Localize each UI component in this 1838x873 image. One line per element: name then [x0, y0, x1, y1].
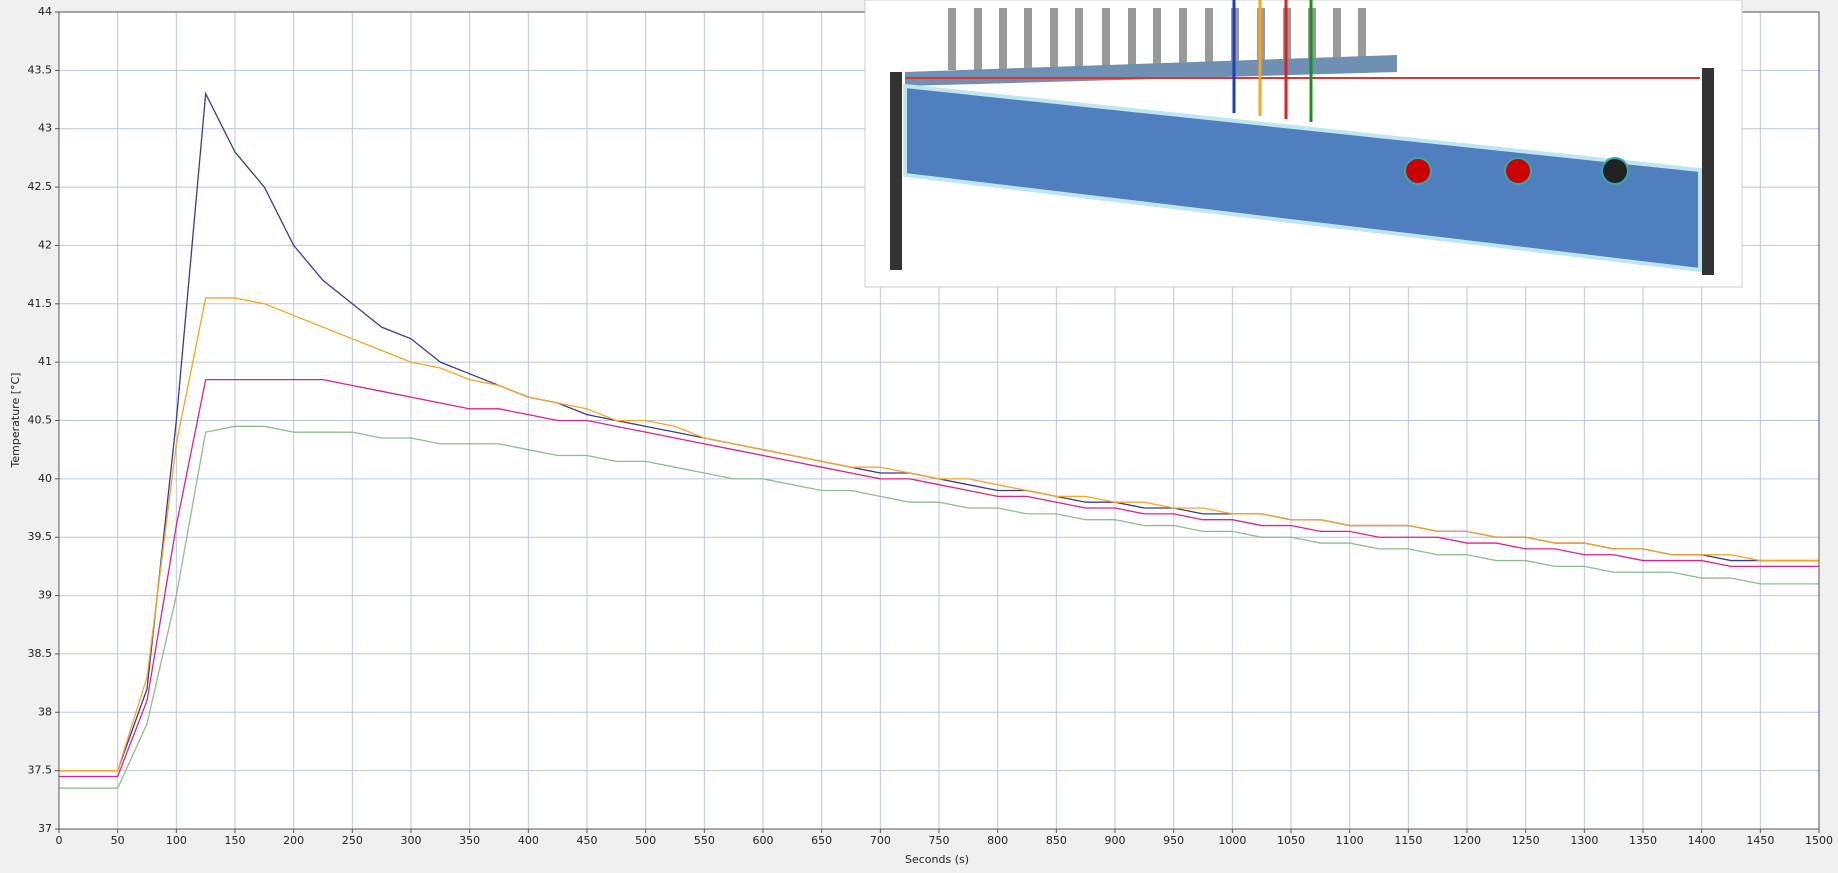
- x-tick-label: 1200: [1453, 834, 1481, 847]
- x-tick-label: 950: [1163, 834, 1184, 847]
- x-tick-label: 1450: [1746, 834, 1774, 847]
- inset-right-wall: [1702, 68, 1714, 275]
- x-tick-label: 1400: [1688, 834, 1716, 847]
- inset-diagram: [865, 0, 1742, 287]
- y-tick-label: 38.5: [28, 647, 53, 660]
- chart: 37 37.5 38 38.5 39 39.5 40 40.5 41 41.5 42 42.5 43 43…: [0, 0, 1838, 873]
- x-tick-label: 800: [987, 834, 1008, 847]
- x-tick-label: 300: [401, 834, 422, 847]
- x-tick-label: 750: [929, 834, 950, 847]
- y-tick-label: 37: [38, 822, 52, 835]
- x-tick-label: 250: [342, 834, 363, 847]
- x-tick-label: 200: [283, 834, 304, 847]
- x-tick-label: 700: [870, 834, 891, 847]
- x-tick-label: 550: [694, 834, 715, 847]
- x-tick-label: 1100: [1336, 834, 1364, 847]
- x-tick-label: 600: [753, 834, 774, 847]
- y-tick-label: 41: [38, 355, 52, 368]
- y-tick-label: 42.5: [28, 180, 53, 193]
- x-tick-label: 900: [1105, 834, 1126, 847]
- y-tick-label: 43: [38, 122, 52, 135]
- x-tick-label: 1150: [1394, 834, 1422, 847]
- x-tick-label: 500: [635, 834, 656, 847]
- x-tick-label: 350: [459, 834, 480, 847]
- y-tick-label: 39.5: [28, 530, 53, 543]
- y-tick-label: 40: [38, 472, 52, 485]
- x-tick-label: 1300: [1570, 834, 1598, 847]
- x-tick-label: 1000: [1218, 834, 1246, 847]
- x-tick-label: 650: [811, 834, 832, 847]
- x-tick-label: 100: [166, 834, 187, 847]
- y-tick-label: 41.5: [28, 297, 53, 310]
- x-tick-label: 1050: [1277, 834, 1305, 847]
- y-tick-label: 43.5: [28, 63, 53, 76]
- x-tick-label: 1250: [1512, 834, 1540, 847]
- y-tick-label: 39: [38, 589, 52, 602]
- x-tick-label: 400: [518, 834, 539, 847]
- y-tick-label: 37.5: [28, 764, 53, 777]
- y-tick-label: 44: [38, 5, 52, 18]
- x-tick-label: 850: [1046, 834, 1067, 847]
- y-tick-label: 40.5: [28, 414, 53, 427]
- inset-left-wall: [890, 72, 902, 270]
- x-axis-title: Seconds (s): [905, 853, 969, 866]
- x-tick-label: 0: [56, 834, 63, 847]
- x-tick-label: 1350: [1629, 834, 1657, 847]
- y-tick-label: 42: [38, 238, 52, 251]
- x-tick-label: 1500: [1805, 834, 1833, 847]
- y-axis-title: Temperature [°C]: [9, 373, 22, 469]
- y-tick-label: 38: [38, 705, 52, 718]
- x-tick-label: 450: [577, 834, 598, 847]
- x-tick-label: 150: [225, 834, 246, 847]
- x-tick-label: 50: [111, 834, 125, 847]
